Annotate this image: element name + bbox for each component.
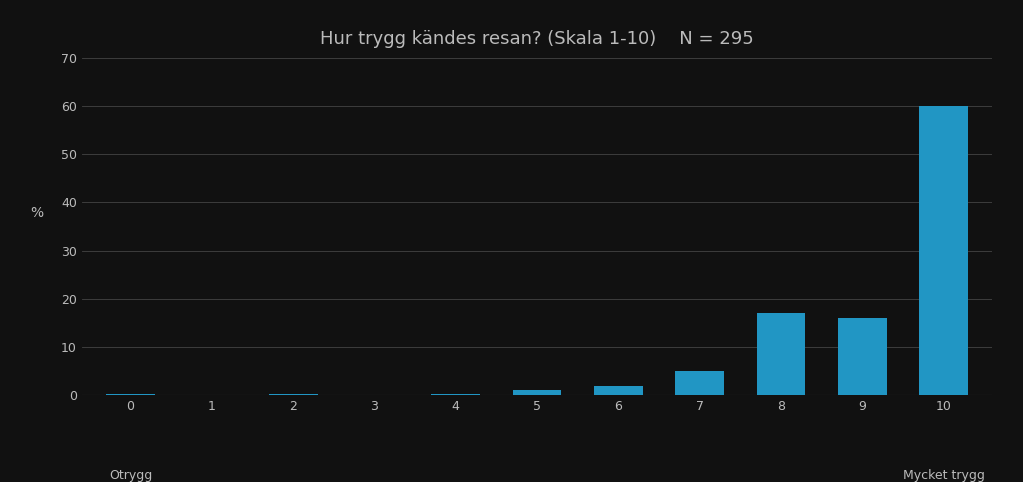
Bar <box>757 313 805 395</box>
Bar <box>106 394 155 395</box>
Bar <box>513 390 562 395</box>
Text: Otrygg: Otrygg <box>109 469 152 482</box>
Bar <box>432 394 480 395</box>
Title: Hur trygg kändes resan? (Skala 1-10)    N = 295: Hur trygg kändes resan? (Skala 1-10) N =… <box>320 30 754 48</box>
Bar <box>838 318 887 395</box>
Text: Mycket trygg: Mycket trygg <box>902 469 984 482</box>
Bar <box>675 371 724 395</box>
Bar <box>919 106 968 395</box>
Y-axis label: %: % <box>30 206 43 220</box>
Bar <box>594 386 642 395</box>
Bar <box>269 394 317 395</box>
